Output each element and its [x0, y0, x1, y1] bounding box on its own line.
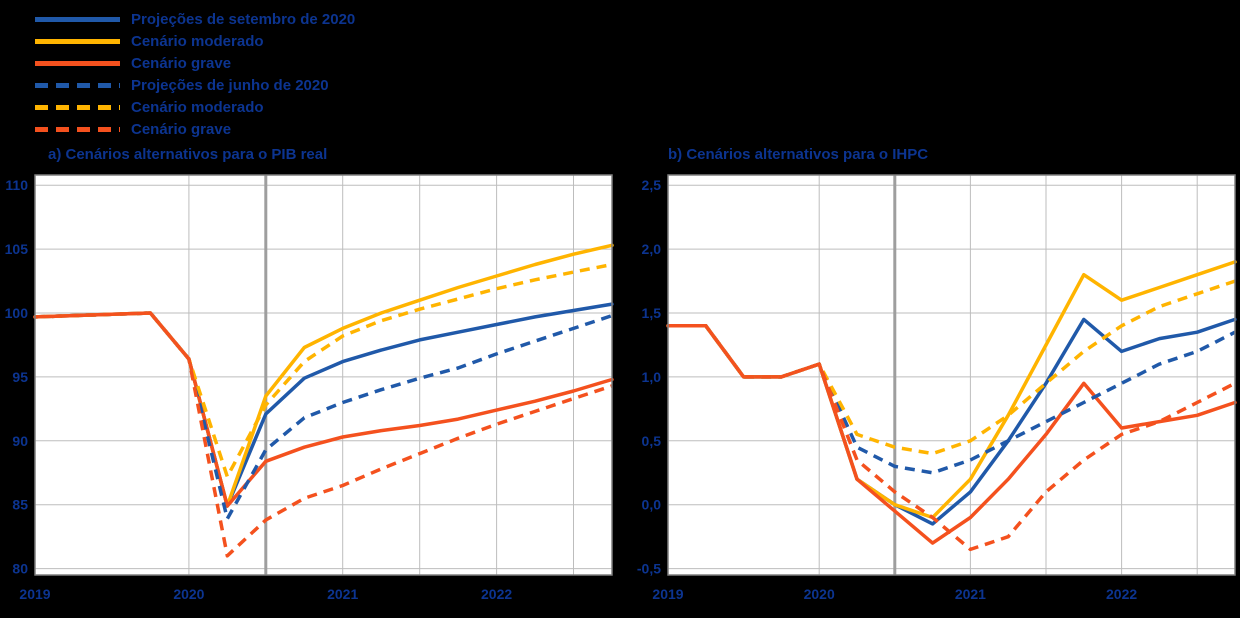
legend-item-label: Cenário grave [131, 54, 232, 72]
x-tick-label: 2022 [1106, 586, 1137, 602]
chart-panel-hicp: b) Cenários alternativos para o IHPC 2,5… [620, 146, 1240, 612]
y-tick-label: 110 [5, 177, 28, 193]
y-tick-label: 105 [5, 241, 29, 257]
y-tick-label: 80 [12, 561, 28, 577]
legend-line-swatch-dashed-yellow [35, 104, 120, 110]
x-tick-label: 2020 [804, 586, 835, 602]
y-tick-label: 0,5 [642, 433, 662, 449]
legend-item-june-projections: Projeções de junho de 2020 [35, 74, 355, 96]
legend-item-september-projections: Projeções de setembro de 2020 [35, 8, 355, 30]
series-line-solid-2 [33, 311, 614, 508]
legend-line-swatch-solid-orange [35, 60, 120, 66]
series-line-dashed-5 [668, 324, 1236, 552]
legend-item-label: Projeções de junho de 2020 [131, 76, 329, 94]
x-tick-label: 2021 [955, 586, 986, 602]
series-line-dashed-5 [34, 311, 613, 558]
chart-panel-gdp: a) Cenários alternativos para o PIB real… [0, 146, 620, 612]
y-tick-label: 100 [5, 305, 29, 321]
legend-item-moderate-scenario: Cenário moderado [35, 30, 355, 52]
x-tick-label: 2019 [19, 586, 50, 602]
legend-line-swatch-dashed-orange [35, 126, 120, 132]
legend-item-severe-scenario-june: Cenário grave [35, 118, 355, 140]
x-tick-label: 2022 [481, 586, 512, 602]
y-tick-label: 1,5 [642, 305, 662, 321]
legend-item-label: Cenário moderado [131, 98, 264, 116]
y-tick-label: 1,0 [642, 369, 662, 385]
legend-line-swatch-solid-yellow [35, 38, 120, 44]
legend-item-moderate-scenario-june: Cenário moderado [35, 96, 355, 118]
legend-item-label: Projeções de setembro de 2020 [131, 10, 356, 28]
chart-title-hicp: b) Cenários alternativos para o IHPC [668, 146, 929, 163]
plot-border [667, 174, 1236, 576]
x-tick-label: 2019 [652, 586, 683, 602]
y-tick-label: 90 [12, 433, 28, 449]
x-tick-label: 2020 [173, 586, 204, 602]
chart-legend: Projeções de setembro de 2020 Cenário mo… [35, 8, 355, 140]
y-tick-label: 85 [12, 497, 28, 513]
y-tick-label: 0,0 [642, 497, 662, 513]
legend-item-label: Cenário grave [131, 120, 232, 138]
y-tick-label: 2,0 [642, 241, 662, 257]
legend-item-label: Cenário moderado [131, 32, 264, 50]
legend-line-swatch-solid-blue [35, 16, 120, 22]
legend-item-severe-scenario: Cenário grave [35, 52, 355, 74]
plot-area [668, 175, 1235, 575]
chart-plot-gdp: 80 85 90 95 100 105 110 2019 2020 2021 2022 [5, 174, 614, 602]
legend-line-swatch-dashed-blue [35, 82, 120, 88]
chart-title-gdp: a) Cenários alternativos para o PIB real [48, 146, 328, 163]
plot-border [34, 174, 613, 576]
chart-plot-hicp: 2,5 2,0 1,5 1,0 0,5 0,0 -0,5 2019 2020 2021 2022 [637, 174, 1237, 602]
series-line-dashed-4 [34, 262, 613, 479]
plot-area [35, 175, 612, 575]
y-tick-label: 95 [12, 369, 28, 385]
y-tick-label: 2,5 [642, 177, 662, 193]
y-tick-label: -0,5 [637, 561, 661, 577]
x-tick-label: 2021 [327, 586, 358, 602]
